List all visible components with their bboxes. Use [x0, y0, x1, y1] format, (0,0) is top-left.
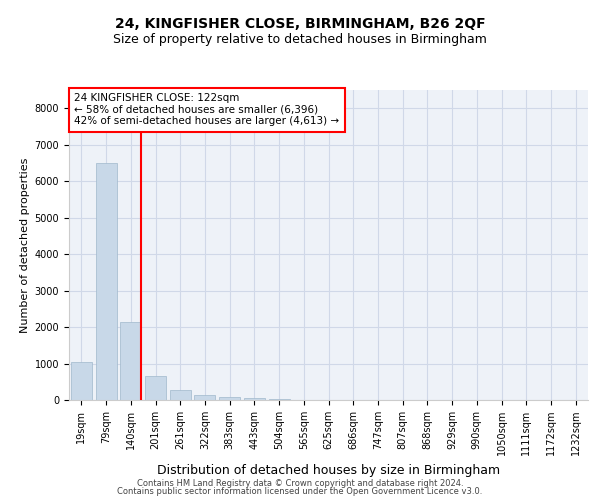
Bar — [219, 396, 240, 400]
Text: Size of property relative to detached houses in Birmingham: Size of property relative to detached ho… — [113, 32, 487, 46]
Bar — [71, 362, 92, 400]
Bar — [120, 322, 141, 400]
Bar — [145, 376, 166, 400]
Y-axis label: Number of detached properties: Number of detached properties — [20, 158, 31, 332]
Bar — [170, 390, 191, 400]
X-axis label: Distribution of detached houses by size in Birmingham: Distribution of detached houses by size … — [157, 464, 500, 476]
Bar — [95, 163, 116, 400]
Bar — [194, 396, 215, 400]
Text: 24 KINGFISHER CLOSE: 122sqm
← 58% of detached houses are smaller (6,396)
42% of : 24 KINGFISHER CLOSE: 122sqm ← 58% of det… — [74, 93, 340, 126]
Text: 24, KINGFISHER CLOSE, BIRMINGHAM, B26 2QF: 24, KINGFISHER CLOSE, BIRMINGHAM, B26 2Q… — [115, 18, 485, 32]
Text: Contains public sector information licensed under the Open Government Licence v3: Contains public sector information licen… — [118, 487, 482, 496]
Bar — [269, 398, 290, 400]
Bar — [244, 398, 265, 400]
Text: Contains HM Land Registry data © Crown copyright and database right 2024.: Contains HM Land Registry data © Crown c… — [137, 478, 463, 488]
